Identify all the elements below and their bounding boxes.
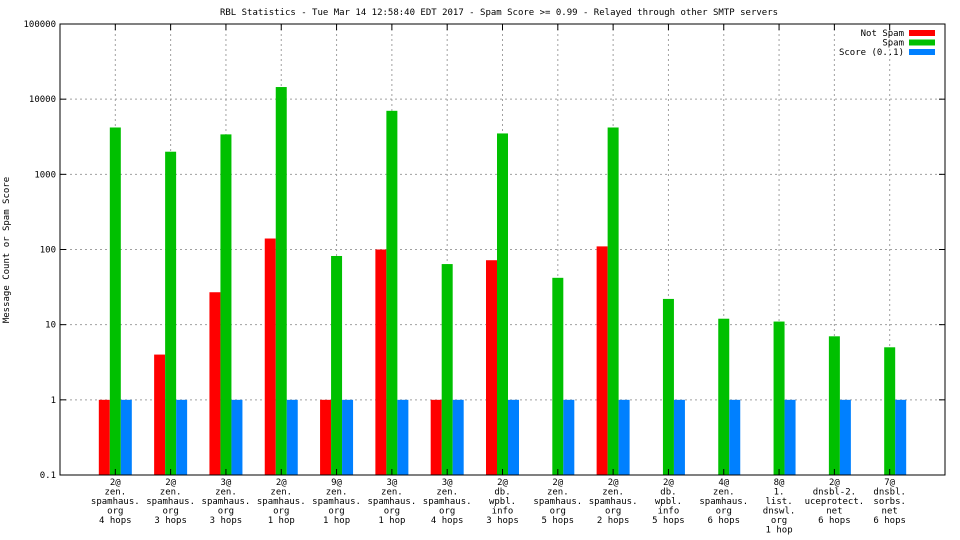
bar-score-0-1 xyxy=(508,399,519,475)
bar-score-0-1 xyxy=(784,399,796,475)
bar-spam xyxy=(109,127,121,475)
x-tick-label: 2@ zen. spamhaus. org 2 hops xyxy=(589,478,638,526)
bar-score-0-1 xyxy=(342,399,354,475)
x-tick-label: 9@ zen. spamhaus. org 1 hop xyxy=(312,478,361,526)
bar-score-0-1 xyxy=(673,399,685,475)
x-tick-label: 2@ zen. spamhaus. org 1 hop xyxy=(257,478,306,526)
bar-spam xyxy=(552,277,564,475)
bar-score-0-1 xyxy=(563,399,575,475)
bar-score-0-1 xyxy=(839,399,851,475)
bar-score-0-1 xyxy=(729,399,741,475)
legend-swatch xyxy=(909,30,935,36)
bar-score-0-1 xyxy=(286,399,298,475)
bar-not-spam xyxy=(375,249,387,475)
x-tick-label: 2@ db. wpbl. info 3 hops xyxy=(486,478,519,526)
bar-spam xyxy=(331,255,343,475)
bar-score-0-1 xyxy=(452,399,464,475)
bar-not-spam xyxy=(264,238,276,475)
bar-not-spam xyxy=(596,246,608,475)
y-tick-label: 100 xyxy=(40,246,56,256)
bar-not-spam xyxy=(98,399,110,475)
bar-spam xyxy=(275,87,287,475)
bar-spam xyxy=(662,298,674,475)
y-tick-label: 100000 xyxy=(23,20,56,30)
bar-spam xyxy=(718,318,730,475)
bar-score-0-1 xyxy=(120,399,132,475)
y-tick-label: 0.1 xyxy=(40,471,56,481)
bar-spam xyxy=(607,127,619,475)
x-tick-label: 3@ zen. spamhaus. org 1 hop xyxy=(367,478,416,526)
bar-score-0-1 xyxy=(397,399,409,475)
y-tick-label: 1000 xyxy=(34,170,56,180)
x-tick-label: 2@ zen. spamhaus. org 3 hops xyxy=(146,478,195,526)
x-tick-label: 3@ zen. spamhaus. org 3 hops xyxy=(202,478,251,526)
x-tick-label: 4@ zen. spamhaus. org 6 hops xyxy=(699,478,748,526)
x-tick-label: 8@ 1. list. dnswl. org 1 hop xyxy=(763,478,796,536)
bar-spam xyxy=(497,133,508,475)
y-tick-label: 10000 xyxy=(29,95,56,105)
bar-not-spam xyxy=(209,292,221,475)
legend-label: Not Spam xyxy=(861,29,904,39)
bar-score-0-1 xyxy=(231,399,243,475)
bar-spam xyxy=(220,134,232,475)
bar-not-spam xyxy=(154,354,166,475)
legend-swatch xyxy=(909,39,935,46)
bar-score-0-1 xyxy=(895,399,907,475)
y-tick-label: 10 xyxy=(45,321,56,331)
bar-spam xyxy=(828,336,840,475)
y-axis-label: Message Count or Spam Score xyxy=(2,177,12,323)
x-tick-label: 2@ db. wpbl. info 5 hops xyxy=(652,478,685,526)
bars-group xyxy=(98,87,907,476)
x-tick-label: 2@ zen. spamhaus. org 5 hops xyxy=(533,478,582,526)
y-axis-ticks: 0.1 1 10 100 1000 10000 100000 xyxy=(23,20,945,481)
bar-not-spam xyxy=(430,399,442,475)
bar-not-spam xyxy=(486,260,497,475)
x-tick-label: 2@ zen. spamhaus. org 4 hops xyxy=(91,478,140,526)
x-tick-label: 7@ dnsbl. sorbs. net 6 hops xyxy=(873,478,906,526)
bar-spam xyxy=(386,110,398,476)
bar-spam xyxy=(441,264,453,475)
y-tick-label: 1 xyxy=(51,396,56,406)
bar-not-spam xyxy=(320,399,332,475)
legend-label: Spam xyxy=(882,39,904,49)
x-tick-label: 3@ zen. spamhaus. org 4 hops xyxy=(423,478,472,526)
bar-spam xyxy=(884,347,896,475)
bar-score-0-1 xyxy=(618,399,630,475)
bar-spam xyxy=(773,321,785,475)
legend-swatch xyxy=(909,49,935,55)
legend-label: Score (0..1) xyxy=(839,48,904,58)
bar-score-0-1 xyxy=(176,399,188,475)
chart-title: RBL Statistics - Tue Mar 14 12:58:40 EDT… xyxy=(220,8,778,18)
bar-spam xyxy=(165,151,177,475)
x-tick-label: 2@ dnsbl-2. uceprotect. net 6 hops xyxy=(805,478,865,526)
